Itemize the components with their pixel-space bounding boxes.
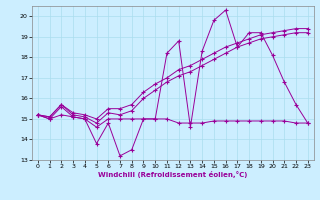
X-axis label: Windchill (Refroidissement éolien,°C): Windchill (Refroidissement éolien,°C) [98, 171, 247, 178]
